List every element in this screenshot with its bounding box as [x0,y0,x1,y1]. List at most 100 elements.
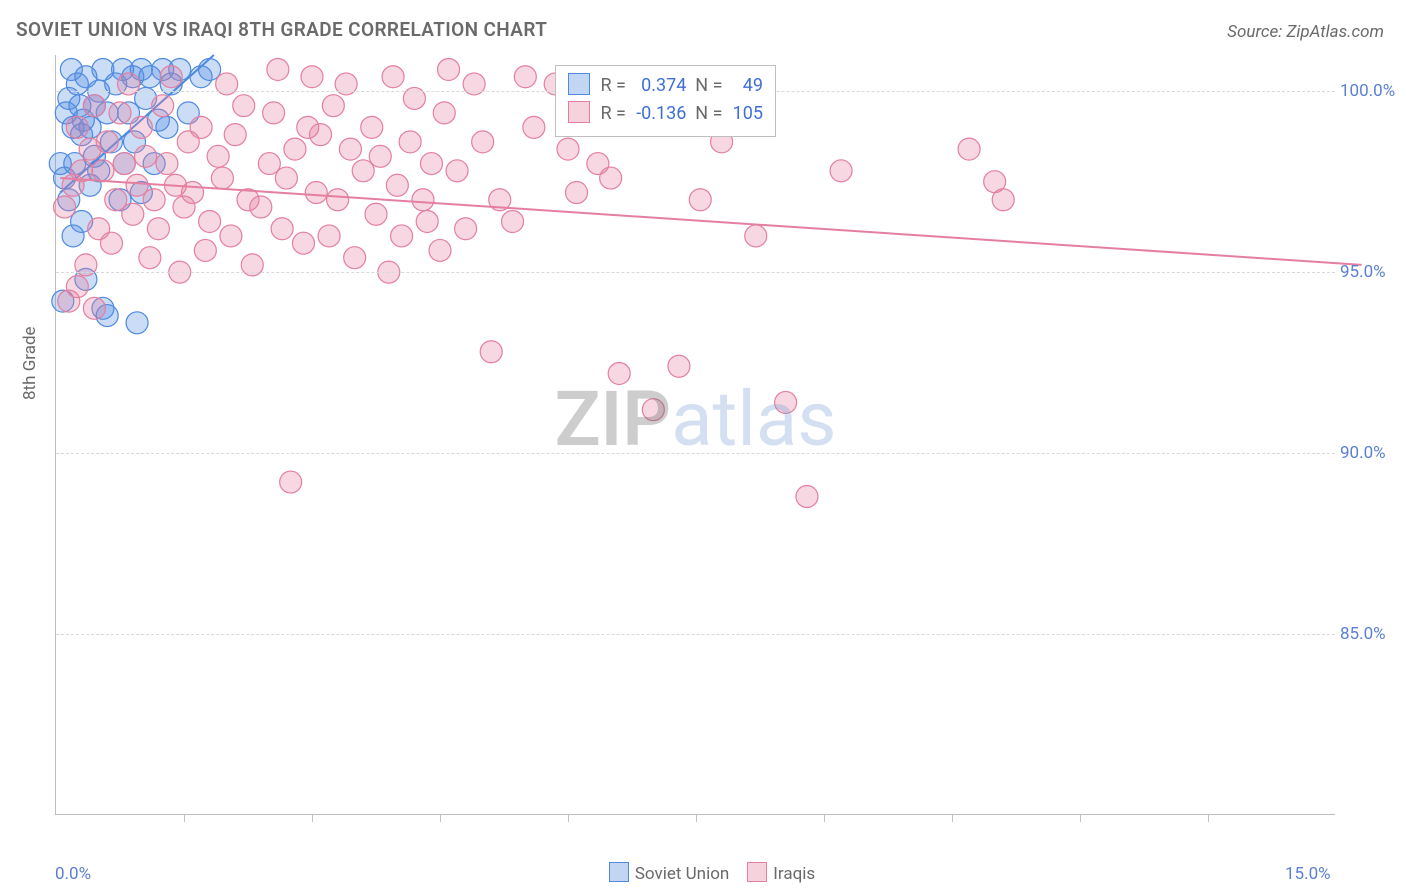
y-tick-label: 95.0% [1340,262,1406,282]
data-point [66,276,88,298]
data-point [233,95,255,117]
data-point [207,145,229,167]
data-point [361,116,383,138]
gridline [56,272,1335,273]
data-point [292,232,314,254]
data-point [156,153,178,175]
data-point [100,232,122,254]
data-point [211,167,233,189]
y-tick-label: 90.0% [1340,443,1406,463]
data-point [399,131,421,153]
legend-swatch [747,862,767,882]
data-point [830,160,852,182]
legend-label: Soviet Union [635,864,729,884]
x-tick [440,814,441,822]
data-point [446,160,468,182]
data-point [275,167,297,189]
data-point [130,116,152,138]
gridline [56,634,1335,635]
stats-row: R = -0.136 N = 105 [568,100,763,128]
data-point [139,247,161,269]
source-attribution: Source: ZipAtlas.com [1227,22,1384,42]
data-point [796,486,818,508]
trend-line [60,178,1361,265]
data-point [280,471,302,493]
data-point [433,102,455,124]
gridline [56,453,1335,454]
legend-label: Iraqis [773,864,815,884]
x-tick [568,814,569,822]
y-tick-label: 85.0% [1340,624,1406,644]
data-point [156,116,178,138]
x-tick [696,814,697,822]
data-point [284,138,306,160]
data-point [122,203,144,225]
data-point [642,399,664,421]
data-point [514,66,536,88]
data-point [365,203,387,225]
data-point [310,124,332,146]
x-tick [1208,814,1209,822]
data-point [152,95,174,117]
data-point [182,182,204,204]
data-point [775,391,797,413]
data-point [83,95,105,117]
data-point [472,131,494,153]
data-point [523,116,545,138]
data-point [66,116,88,138]
x-tick [824,814,825,822]
data-point [126,312,148,334]
data-point [92,160,114,182]
data-point [668,355,690,377]
x-tick [184,814,185,822]
data-point [147,218,169,240]
data-point [190,116,212,138]
data-point [224,124,246,146]
data-point [271,218,293,240]
data-point [83,297,105,319]
data-point [566,182,588,204]
data-point [992,189,1014,211]
data-point [391,225,413,247]
data-point [96,131,118,153]
data-point [689,189,711,211]
data-point [263,102,285,124]
legend-swatch [609,862,629,882]
data-point [135,145,157,167]
data-point [54,196,76,218]
data-point [160,66,182,88]
scatter-plot-area: ZIPatlas 85.0%90.0%95.0%100.0% [55,55,1335,815]
data-point [416,210,438,232]
data-point [382,66,404,88]
legend-bottom: Soviet Union Iraqis [0,862,1406,884]
y-tick-label: 100.0% [1340,81,1406,101]
data-point [608,362,630,384]
data-point [194,239,216,261]
data-point [109,102,131,124]
data-point [322,95,344,117]
data-point [386,174,408,196]
data-point [344,247,366,269]
data-point [113,153,135,175]
data-point [958,138,980,160]
data-point [250,196,272,218]
data-point [143,189,165,211]
stats-row: R = 0.374 N = 49 [568,72,763,100]
data-point [305,182,327,204]
data-point [339,138,361,160]
data-point [557,138,579,160]
data-point [369,145,391,167]
data-point [429,239,451,261]
data-point [502,210,524,232]
data-point [480,341,502,363]
data-point [301,66,323,88]
data-point [267,58,289,80]
correlation-stats-box: R = 0.374 N = 49 R = -0.136 N = 105 [555,65,776,137]
data-point [420,153,442,175]
data-point [327,189,349,211]
y-axis-label: 8th Grade [20,326,40,400]
x-tick [952,814,953,822]
data-point [600,167,622,189]
data-point [220,225,242,247]
scatter-svg [56,55,1336,815]
